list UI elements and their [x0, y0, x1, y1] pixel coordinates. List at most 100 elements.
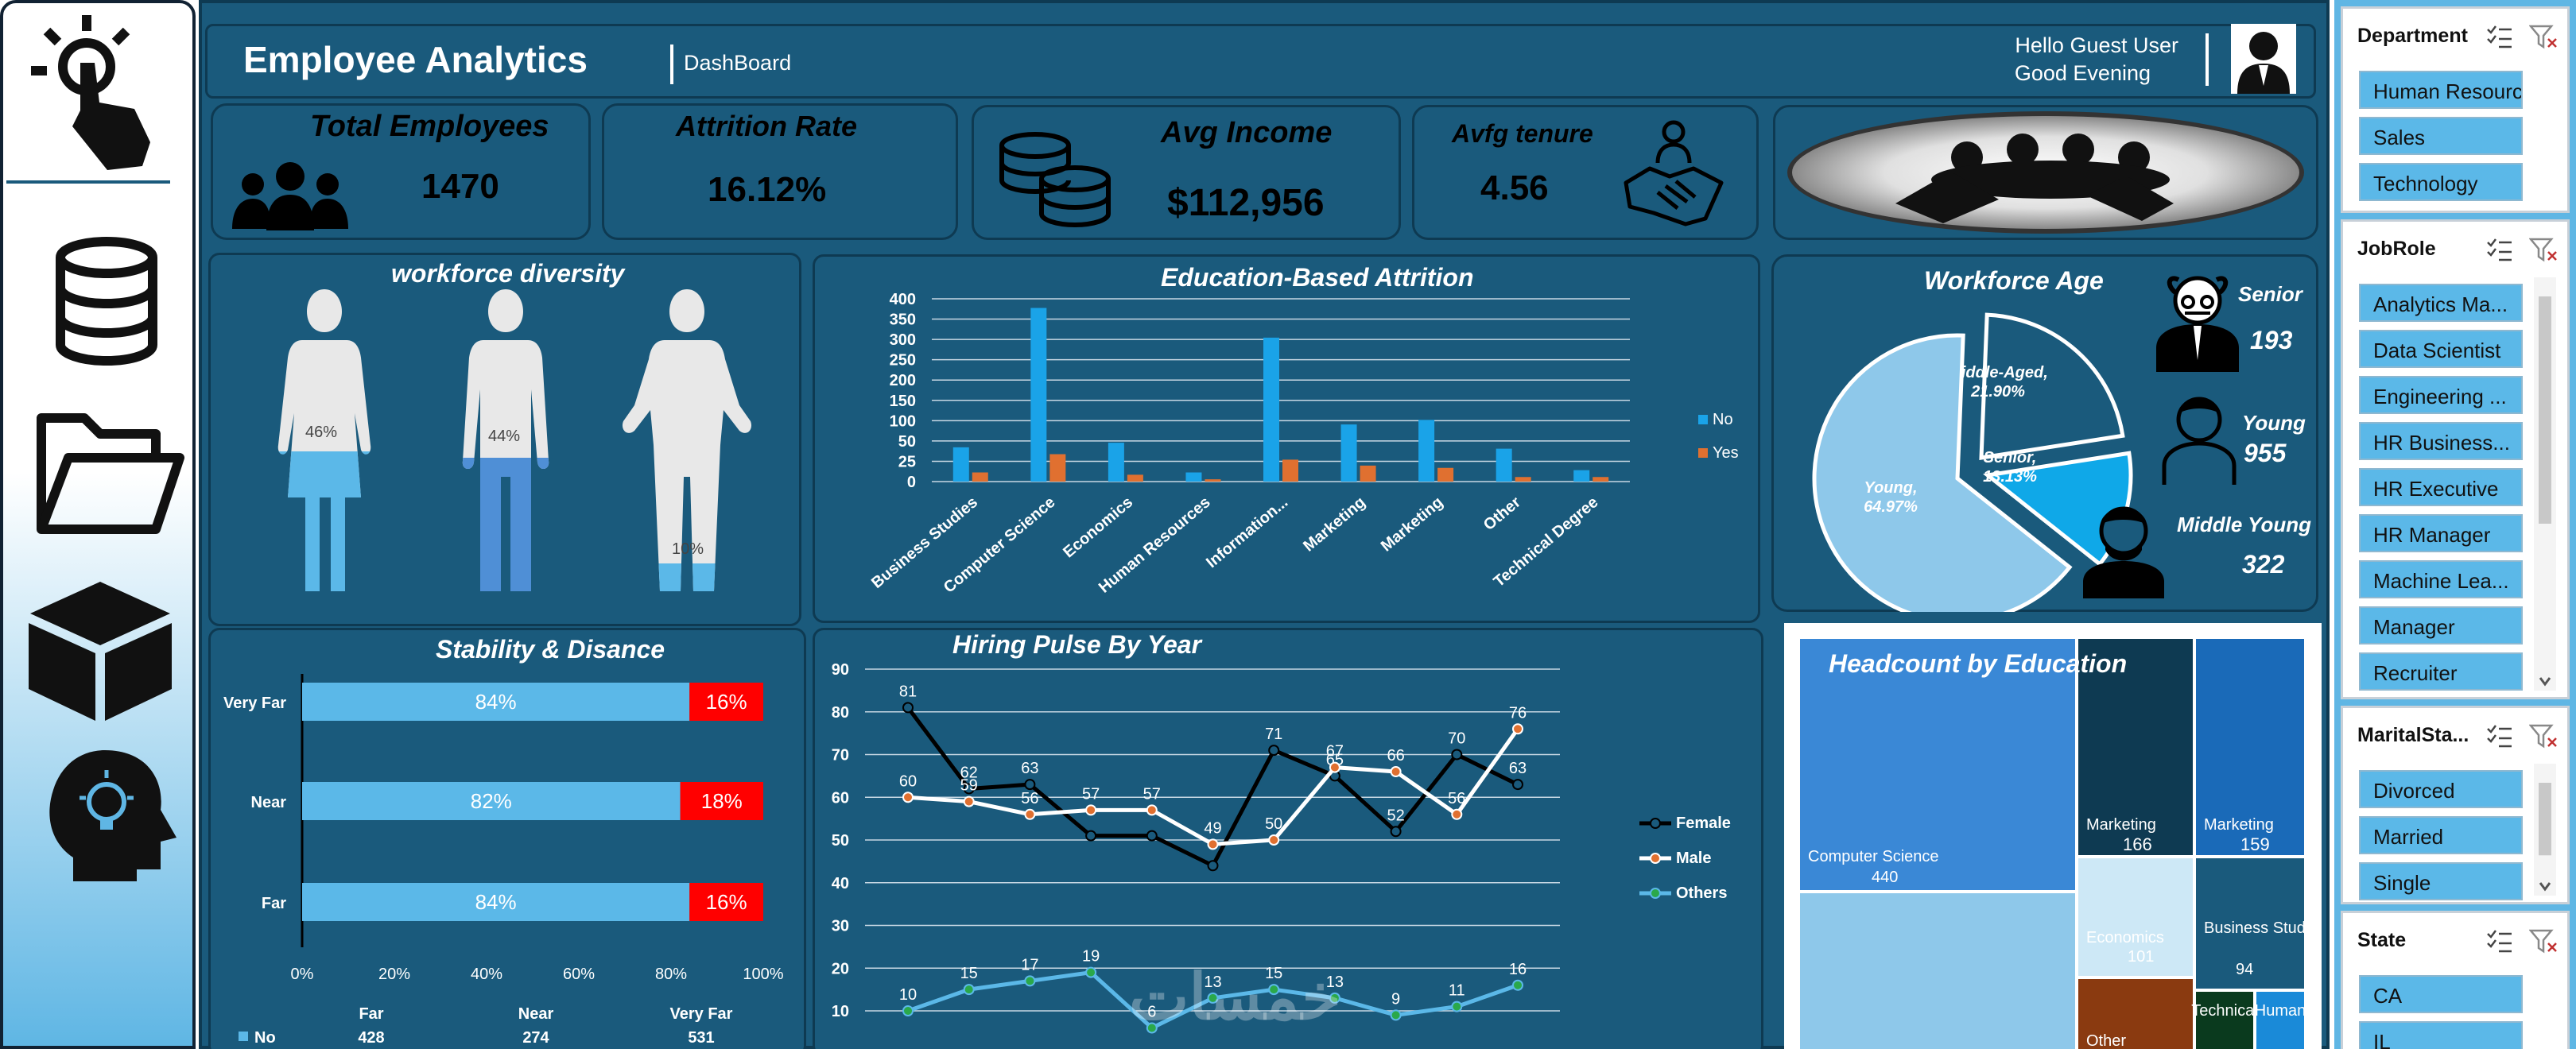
- folder-icon[interactable]: [37, 413, 184, 534]
- edu-bar-no: [1340, 424, 1357, 482]
- treemap-cell: [2078, 858, 2193, 976]
- slicer-scrollbar[interactable]: [2534, 764, 2556, 896]
- header-divider: [670, 45, 673, 84]
- idea-head-icon[interactable]: [49, 750, 177, 881]
- clear-filter-icon[interactable]: [2528, 722, 2559, 749]
- edu-x-tick-label: Information...: [1203, 494, 1291, 571]
- slicer-title-state: State: [2357, 929, 2407, 951]
- slicer-item-marital[interactable]: Single: [2359, 862, 2523, 900]
- clear-filter-icon[interactable]: [2528, 927, 2559, 954]
- hire-data-label: 15: [1265, 965, 1282, 982]
- edu-bar-yes: [1127, 474, 1143, 482]
- kpi-attrition-label: Attrition Rate: [676, 110, 857, 142]
- hire-data-label: 76: [1509, 704, 1527, 722]
- slicer-item-marital[interactable]: Divorced: [2359, 770, 2523, 808]
- hire-y-tick-label: 30: [832, 918, 849, 935]
- slicer-scrollbar[interactable]: [2534, 277, 2556, 691]
- multi-select-icon[interactable]: [2485, 927, 2513, 954]
- stab-bar-no-label: 84%: [475, 890, 517, 914]
- edu-bar-yes: [1593, 477, 1609, 482]
- hire-point: [1085, 804, 1097, 816]
- handshake-icon: [1624, 120, 1724, 226]
- slicer-item-jobrole[interactable]: Machine Lea...: [2359, 560, 2523, 598]
- edu-bar-no: [1418, 420, 1435, 482]
- slicer-state: State CA IL: [2341, 911, 2570, 1049]
- hire-y-tick-label: 50: [832, 832, 849, 850]
- diversity-figures: [277, 289, 752, 591]
- clear-filter-icon[interactable]: [2528, 236, 2559, 263]
- edu-legend-swatch-yes: [1698, 448, 1708, 458]
- cube-icon[interactable]: [29, 582, 172, 721]
- stab-x-tick-label: 0%: [291, 966, 314, 983]
- stab-bar-yes: [680, 782, 763, 820]
- female-percent: 46%: [305, 424, 338, 441]
- hire-data-label: 6: [1147, 1004, 1156, 1021]
- age-pie-slice: [1812, 333, 2073, 612]
- clear-filter-icon[interactable]: [2528, 23, 2559, 50]
- headcount-treemap: Computer Science440Marketing166Marketing…: [1784, 623, 2322, 1049]
- other-percent: 10%: [672, 540, 704, 558]
- slicer-title-marital: MaritalSta...: [2357, 724, 2469, 746]
- education-attrition-panel: [813, 254, 1760, 623]
- workforce-age-chart: Middle-Aged, 21.90% Senior, 13.13% Young,64.…: [1812, 312, 2133, 612]
- stab-table-row-label: No: [254, 1029, 276, 1047]
- slicer-item-jobrole[interactable]: Data Scientist: [2359, 330, 2523, 368]
- hiring-pulse-chart: Hiring Pulse By Year 10 20 30 40 50 60 70 80 90 81…: [832, 630, 1731, 1034]
- hire-data-label: 66: [1387, 747, 1404, 764]
- slicer-item-jobrole[interactable]: Recruiter: [2359, 652, 2523, 691]
- multi-select-icon[interactable]: [2485, 236, 2513, 263]
- hire-point: [1512, 723, 1523, 735]
- database-icon[interactable]: [56, 237, 157, 366]
- multi-select-icon[interactable]: [2485, 23, 2513, 50]
- treemap-value: 166: [2123, 834, 2152, 854]
- hire-point: [1268, 834, 1280, 846]
- kpi-attrition-value: 16.12%: [708, 170, 827, 209]
- hire-point: [1024, 808, 1036, 820]
- diversity-title: workforce diversity: [391, 259, 625, 288]
- edu-bar-no: [1496, 448, 1512, 482]
- nav-dashboard-link[interactable]: DashBoard: [684, 51, 792, 75]
- slicer-marital: MaritalSta... Divorced Married Single: [2341, 706, 2570, 904]
- slicer-jobrole: JobRole Analytics Ma... Data Scientist Engi…: [2341, 219, 2570, 699]
- slicer-department: Department Human Resources Sales Technology: [2341, 6, 2570, 213]
- hire-y-tick-label: 20: [832, 960, 849, 977]
- stab-bar-yes-label: 16%: [706, 890, 747, 914]
- hire-data-label: 57: [1143, 785, 1161, 803]
- slicer-item-department[interactable]: Technology: [2359, 163, 2523, 201]
- slicer-item-jobrole[interactable]: HR Manager: [2359, 514, 2523, 552]
- edu-bar-no: [952, 447, 969, 482]
- stab-bar-yes-label: 18%: [701, 789, 743, 813]
- treemap-cell: [2196, 992, 2253, 1049]
- slicer-item-jobrole[interactable]: Engineering ...: [2359, 376, 2523, 414]
- hire-data-label: 71: [1265, 726, 1282, 743]
- slicer-item-marital[interactable]: Married: [2359, 816, 2523, 854]
- stab-category-label: Far: [262, 895, 286, 912]
- greeting-line-2: Good Evening: [2014, 61, 2151, 85]
- multi-select-icon[interactable]: [2485, 722, 2513, 749]
- hiring-pulse-panel: [813, 628, 1763, 1049]
- slicer-item-jobrole[interactable]: HR Business...: [2359, 422, 2523, 460]
- slicer-item-state[interactable]: CA: [2359, 975, 2523, 1013]
- slicer-item-jobrole[interactable]: HR Executive: [2359, 468, 2523, 506]
- stab-table-header: Very Far: [670, 1005, 733, 1023]
- slicer-item-jobrole[interactable]: Analytics Ma...: [2359, 284, 2523, 322]
- kpi-income-label: Avg Income: [1161, 116, 1333, 149]
- user-avatar[interactable]: [2231, 24, 2296, 94]
- slicer-item-department[interactable]: Human Resources: [2359, 71, 2523, 109]
- edu-legend-yes: Yes: [1713, 444, 1739, 462]
- hire-legend-label: Female: [1676, 815, 1731, 832]
- education-attrition-chart: Education-Based Attrition 0 25 50 100 150 200 2…: [868, 263, 1739, 597]
- stab-table-value: 428: [358, 1029, 384, 1047]
- touch-icon[interactable]: [31, 15, 150, 170]
- middle-young-value: 322: [2242, 550, 2285, 579]
- edu-x-tick-label: Marketing: [1378, 494, 1447, 555]
- edu-bar-no: [1573, 470, 1590, 482]
- left-sidebar: [0, 0, 196, 1049]
- edu-bar-yes: [972, 472, 988, 482]
- slicer-item-department[interactable]: Sales: [2359, 117, 2523, 155]
- slicer-item-jobrole[interactable]: Manager: [2359, 606, 2523, 644]
- hire-data-label: 52: [1387, 807, 1404, 824]
- slicer-item-state[interactable]: IL: [2359, 1021, 2523, 1049]
- edu-y-tick-label: 150: [890, 393, 916, 410]
- kpi-income-value: $112,956: [1167, 182, 1325, 224]
